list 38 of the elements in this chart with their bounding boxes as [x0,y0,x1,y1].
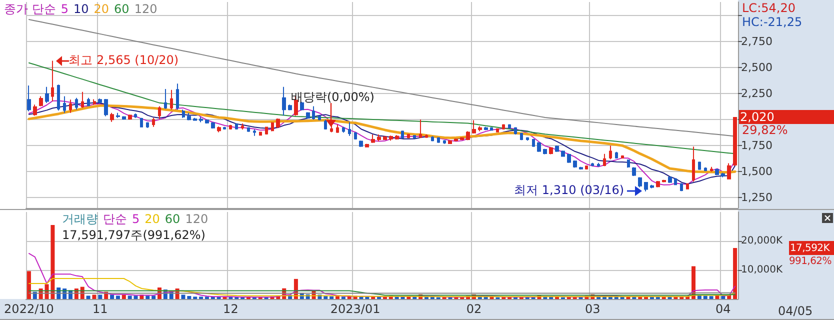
y-tick-label: 10,000K [741,264,783,276]
text: 5 [132,212,140,226]
y-tick-label: 20,000K [741,236,783,246]
x-tick-label: 04 [716,302,731,316]
text: 120 [134,2,158,16]
text: 17,592K [790,242,830,255]
legend-title: 단순 [103,212,127,226]
text: 10 [73,2,89,16]
text: 20 [94,2,110,16]
legend-title: 종가 단순 [4,2,56,16]
x-tick-label: 12 [223,302,238,316]
annotation: 최고 2,565 (10/20) [68,52,179,67]
text: LC:54,20 [742,1,796,15]
x-tick-label: 2022/10 [4,302,54,316]
y-tick-label: 1,250 [741,191,772,204]
series-label: 거래량 [62,212,98,226]
y-tick-label: 2,750 [741,35,772,48]
annotation: 17,591,797주(991,62%) [62,228,206,242]
text: 29,82% [742,123,788,138]
y-tick-label: 1,500 [741,165,772,178]
x-tick-label: 2023/01 [330,302,380,316]
text: 60 [164,212,180,226]
text: HC:-21,25 [742,15,802,29]
y-tick-label: 2,250 [741,87,772,100]
y-tick-label: 2,500 [741,61,772,74]
y-tick-label: 1,750 [741,139,772,152]
annotation: 최저 1,310 (03/16) [514,183,624,198]
text: 60 [114,2,130,16]
text: 2,020 [740,110,774,124]
annotation: 배당락(0,00%) [291,90,374,104]
text: 04/05 [778,304,813,318]
x-tick-label: 02 [466,302,482,316]
text: 120 [185,212,208,226]
text: 5 [60,2,68,16]
text: 20 [144,212,160,226]
x-tick-label: 03 [584,302,600,316]
text: 991,62% [789,254,832,268]
x-tick-label: 11 [92,302,108,316]
